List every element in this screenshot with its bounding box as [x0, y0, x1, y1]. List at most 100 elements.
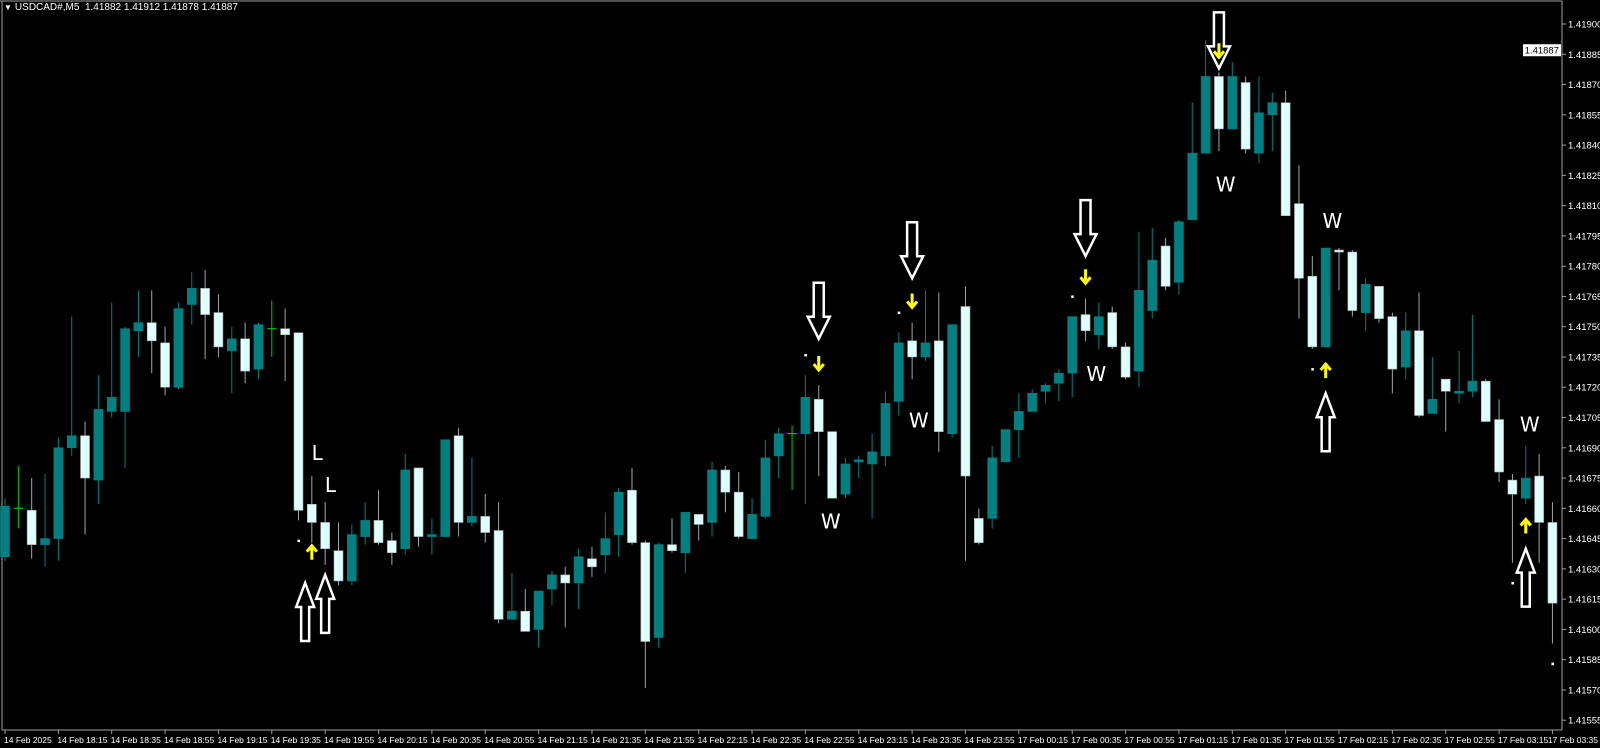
price-tick-label: 1.41870: [1568, 80, 1600, 91]
candle-body: [533, 590, 544, 630]
candle-body: [773, 433, 784, 457]
yellow-down-arrow-icon: [1079, 269, 1092, 286]
signal-dot: [297, 539, 300, 543]
candle: [200, 270, 210, 359]
candle-body: [320, 522, 330, 549]
time-axis[interactable]: 14 Feb 2025 14 Feb 18:15 14 Feb 18:35 14 Fe…: [4, 730, 1598, 745]
candle-body: [640, 542, 651, 642]
candle-body: [1214, 76, 1224, 130]
yellow-down-arrow-icon: [1212, 43, 1226, 60]
candle-body: [440, 439, 451, 537]
time-tick-label: 17 Feb 02:35: [1391, 735, 1441, 745]
candle-body: [520, 610, 531, 632]
candle-body: [1120, 346, 1131, 378]
candle-body: [1054, 372, 1064, 384]
candle: [1494, 399, 1504, 483]
current-price-box: [1523, 44, 1561, 57]
candle-body: [507, 610, 517, 620]
candle-body: [880, 403, 891, 457]
candle-body: [387, 540, 397, 554]
candle: [507, 572, 517, 620]
candle-body: [587, 558, 597, 568]
signal-label: W: [821, 510, 841, 534]
candle-body: [106, 397, 117, 412]
candle: [1227, 62, 1238, 130]
time-tick-label: 17 Feb 00:35: [1071, 735, 1121, 745]
candle: [13, 465, 23, 529]
candle-body: [1280, 102, 1291, 217]
candle-body: [360, 520, 370, 537]
price-tick-label: 1.41555: [1568, 716, 1600, 727]
candle: [520, 589, 531, 632]
candle: [680, 512, 691, 573]
triangle-down-icon[interactable]: ▼: [4, 3, 12, 12]
candle: [1414, 292, 1424, 418]
candle: [186, 272, 197, 325]
candle-body: [1534, 475, 1544, 523]
candle: [440, 439, 451, 537]
candle: [867, 433, 877, 519]
candle-body: [1027, 392, 1037, 412]
candle: [387, 532, 397, 565]
time-tick-label: 14 Feb 21:55: [644, 735, 694, 745]
symbol-label: USDCAD#,M5: [14, 2, 80, 13]
candle: [1080, 298, 1091, 341]
candle: [1374, 286, 1384, 323]
candle-body: [573, 556, 584, 584]
candle: [920, 290, 931, 362]
candle: [120, 326, 130, 468]
signal-dot: [1511, 581, 1514, 585]
candle: [93, 375, 104, 505]
candle: [827, 431, 837, 499]
candle: [1320, 247, 1331, 348]
candle-body: [293, 332, 304, 511]
time-tick-label: 14 Feb 20:55: [484, 735, 534, 745]
candles: [0, 40, 1558, 688]
hollow-down-arrow-icon: [899, 221, 926, 282]
candle-body: [213, 312, 224, 348]
candle-body: [493, 530, 504, 620]
price-tick-label: 1.41825: [1568, 171, 1600, 182]
price-tick-label: 1.41615: [1568, 595, 1600, 606]
candle: [53, 437, 64, 561]
price-tick-label: 1.41570: [1568, 685, 1600, 696]
candle-body: [1227, 76, 1238, 130]
candle-body: [413, 467, 424, 537]
signal-label: W: [909, 409, 929, 433]
candle: [1094, 302, 1104, 349]
candle-body: [1040, 384, 1051, 392]
time-tick-label: 14 Feb 22:35: [751, 735, 801, 745]
price-axis[interactable]: 1.41900 1.41885 1.41870 1.41855 1.41840 1.418…: [1523, 20, 1600, 727]
candle-body: [347, 534, 357, 582]
yellow-up-arrow-icon: [305, 543, 318, 560]
candle-body: [1147, 259, 1158, 311]
candle-body: [1267, 102, 1278, 116]
price-tick-label: 1.41660: [1568, 504, 1600, 515]
candle: [40, 474, 50, 567]
time-tick-label: 17 Feb 00:55: [1125, 735, 1175, 745]
time-tick-label: 14 Feb 18:55: [164, 735, 214, 745]
candle-body: [173, 308, 184, 388]
candle-body: [760, 457, 771, 517]
candle: [253, 322, 264, 380]
candle: [840, 457, 851, 499]
candle: [493, 502, 504, 624]
candle-body: [1240, 82, 1251, 150]
candle: [1147, 227, 1158, 319]
hollow-up-arrow-icon: [1514, 545, 1537, 608]
candle: [373, 490, 384, 545]
candle-body: [560, 574, 571, 584]
candle: [613, 488, 624, 557]
time-tick-label: 14 Feb 22:15: [698, 735, 748, 745]
candle-body: [1254, 112, 1264, 154]
candle: [360, 502, 370, 545]
candle: [907, 322, 917, 380]
candle: [1387, 312, 1398, 394]
candle: [1440, 378, 1451, 432]
candle-body: [800, 397, 811, 434]
candle: [307, 476, 317, 543]
candle-body: [453, 435, 464, 523]
candle: [347, 524, 357, 586]
price-tick-label: 1.41840: [1568, 141, 1600, 152]
